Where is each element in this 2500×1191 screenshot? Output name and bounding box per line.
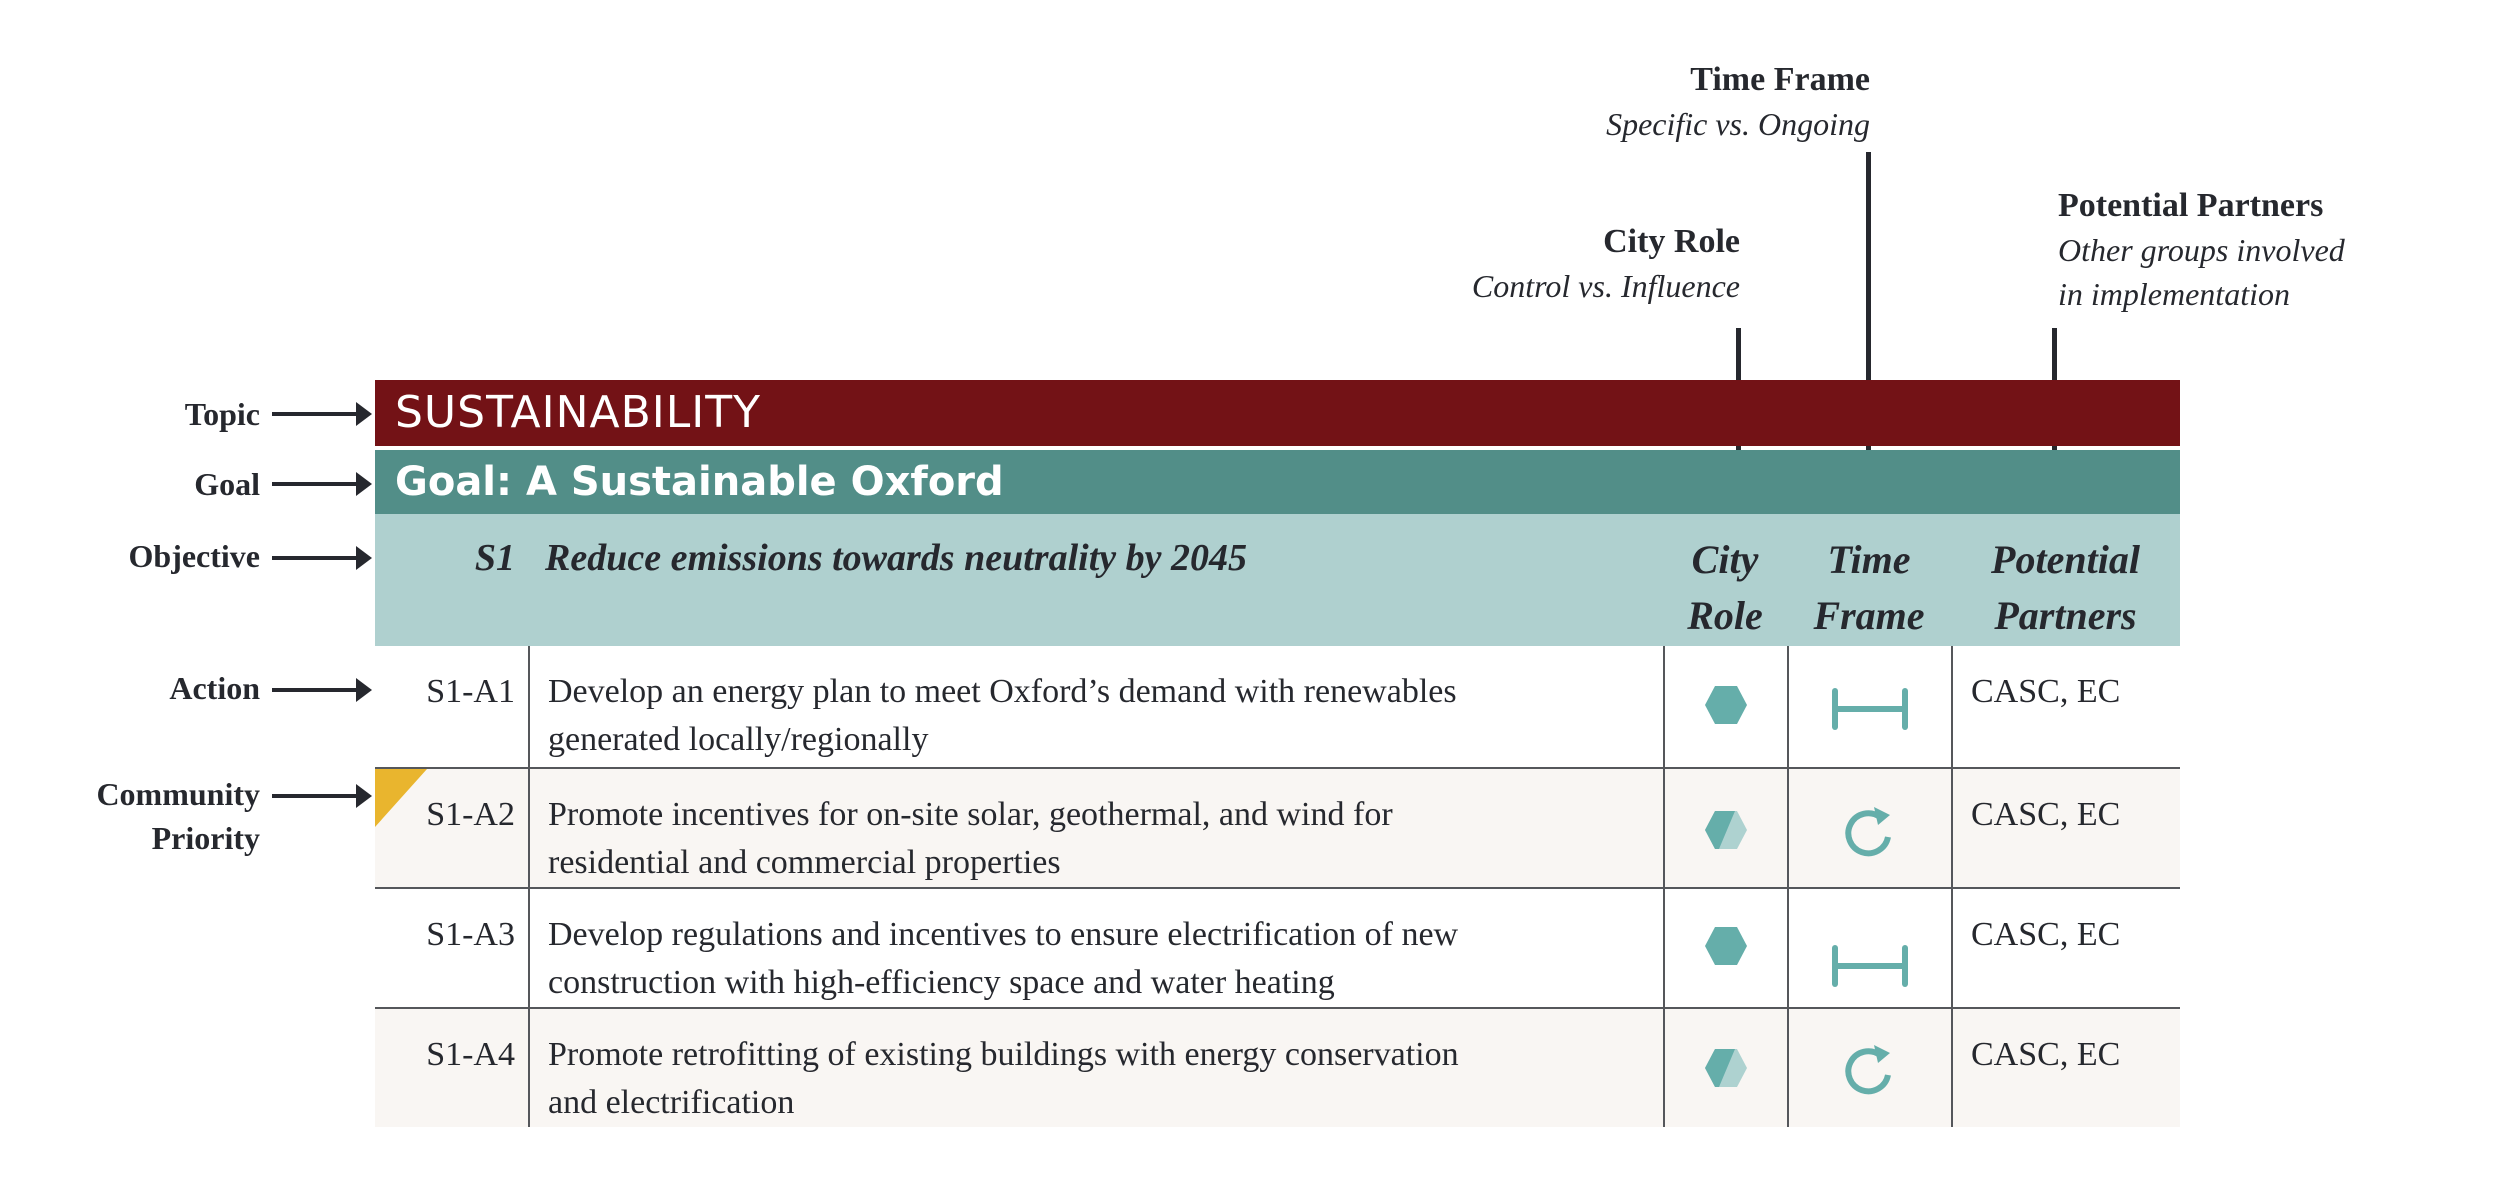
ongoing-refresh-icon (1789, 1041, 1951, 1097)
community-priority-arrow-icon (272, 784, 372, 808)
partners-cell: CASC, EC (1951, 769, 2180, 888)
column-header-partners-line2: Partners (1994, 593, 2137, 638)
action-description-line1: Promote retrofitting of existing buildin… (548, 1036, 1459, 1073)
ongoing-refresh-icon (1789, 803, 1951, 859)
partners-cell: CASC, EC (1951, 889, 2180, 1008)
action-description-line1: Develop an energy plan to meet Oxford’s … (548, 673, 1457, 710)
action-description-line2: residential and commercial properties (548, 844, 1061, 881)
potential-partners-callout-subtitle-1: Other groups involved (2058, 232, 2345, 268)
action-description-line1: Promote incentives for on-site solar, ge… (548, 796, 1393, 833)
column-header-city-role-line2: Role (1687, 593, 1763, 638)
specific-timeframe-icon (1789, 945, 1951, 987)
influence-hexagon-icon (1665, 1049, 1787, 1087)
partners-cell: CASC, EC (1951, 1009, 2180, 1127)
action-description: Develop an energy plan to meet Oxford’s … (528, 646, 1663, 768)
control-hexagon-icon (1665, 686, 1787, 724)
action-description: Promote incentives for on-site solar, ge… (528, 769, 1663, 888)
column-header-time-frame: Time Frame (1787, 532, 1951, 644)
action-id: S1-A1 (426, 673, 515, 710)
objective-text: Reduce emissions towards neutrality by 2… (545, 537, 1247, 579)
row-divider (375, 887, 2180, 889)
city-role-callout-title: City Role (1603, 223, 1740, 260)
city-role-cell (1663, 1009, 1787, 1127)
partners-cell: CASC, EC (1951, 646, 2180, 768)
influence-hexagon-icon (1665, 811, 1787, 849)
potential-partners-callout-title: Potential Partners (2058, 187, 2324, 224)
column-header-time-frame-line1: Time (1827, 537, 1911, 582)
column-header-city-role: City Role (1663, 532, 1787, 644)
city-role-callout: City Role Control vs. Influence (1380, 220, 1740, 308)
community-priority-flag-icon (375, 769, 427, 827)
row-divider (375, 1007, 2180, 1009)
time-frame-callout-title: Time Frame (1690, 61, 1870, 98)
community-priority-label-line2: Priority (151, 820, 260, 856)
topic-arrow-icon (272, 402, 372, 426)
objective-arrow-icon (272, 546, 372, 570)
community-priority-label: Community Priority (0, 772, 260, 860)
time-frame-callout-subtitle: Specific vs. Ongoing (1606, 106, 1870, 142)
action-description: Develop regulations and incentives to en… (528, 889, 1663, 1008)
table-row: S1-A4 Promote retrofitting of existing b… (375, 1009, 2180, 1127)
action-description-line2: generated locally/regionally (548, 721, 929, 758)
time-frame-cell (1787, 1009, 1951, 1127)
objective-band: S1 Reduce emissions towards neutrality b… (375, 514, 2180, 646)
time-frame-cell (1787, 769, 1951, 888)
column-header-partners: Potential Partners (1951, 532, 2180, 644)
city-role-cell (1663, 769, 1787, 888)
column-header-time-frame-line2: Frame (1813, 593, 1925, 638)
city-role-cell (1663, 646, 1787, 768)
goal-label: Goal (194, 466, 260, 502)
city-role-cell (1663, 889, 1787, 1008)
action-id: S1-A3 (426, 916, 515, 953)
city-role-callout-subtitle: Control vs. Influence (1471, 268, 1740, 304)
objective-id: S1 (474, 537, 515, 579)
time-frame-callout: Time Frame Specific vs. Ongoing (1500, 58, 1870, 146)
specific-timeframe-icon (1789, 688, 1951, 730)
table-row: S1-A3 Develop regulations and incentives… (375, 889, 2180, 1008)
action-label: Action (169, 670, 260, 706)
row-divider (375, 767, 2180, 769)
control-hexagon-icon (1665, 927, 1787, 965)
action-id: S1-A4 (426, 1036, 515, 1073)
action-description-line1: Develop regulations and incentives to en… (548, 916, 1459, 953)
goal-arrow-icon (272, 472, 372, 496)
goal-band: Goal: A Sustainable Oxford (375, 450, 2180, 514)
time-frame-cell (1787, 889, 1951, 1008)
column-header-partners-line1: Potential (1991, 537, 2140, 582)
action-description-line2: construction with high-efficiency space … (548, 964, 1335, 1001)
action-arrow-icon (272, 678, 372, 702)
community-priority-label-line1: Community (96, 776, 260, 812)
potential-partners-callout-subtitle-2: in implementation (2058, 276, 2290, 312)
table-row: S1-A1 Develop an energy plan to meet Oxf… (375, 646, 2180, 768)
column-header-city-role-line1: City (1691, 537, 1759, 582)
action-id: S1-A2 (426, 796, 515, 833)
action-description: Promote retrofitting of existing buildin… (528, 1009, 1663, 1127)
topic-band: SUSTAINABILITY (375, 380, 2180, 446)
potential-partners-callout: Potential Partners Other groups involved… (2058, 184, 2478, 316)
time-frame-cell (1787, 646, 1951, 768)
action-description-line2: and electrification (548, 1084, 795, 1121)
objective-label: Objective (128, 538, 261, 574)
table-row: S1-A2 Promote incentives for on-site sol… (375, 769, 2180, 888)
topic-label: Topic (184, 396, 260, 432)
